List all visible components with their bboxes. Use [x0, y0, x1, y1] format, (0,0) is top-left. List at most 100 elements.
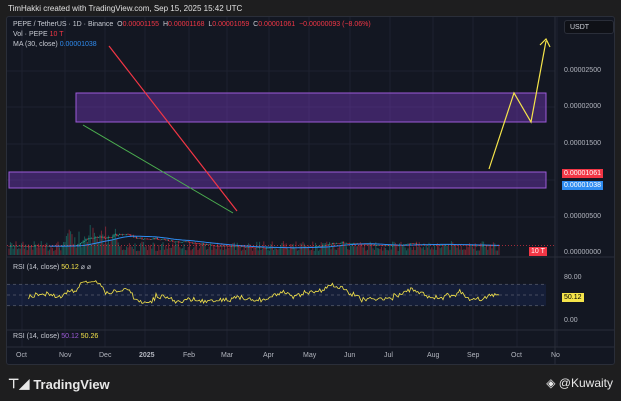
candle-body — [91, 238, 93, 239]
volume-bar — [152, 242, 154, 255]
candle-body — [385, 245, 387, 247]
candle-body — [40, 245, 42, 247]
candle-body — [372, 244, 374, 246]
candle-body — [105, 238, 107, 239]
volume-bar — [366, 249, 368, 255]
volume-bar — [8, 248, 10, 255]
candle-body — [163, 239, 165, 240]
time-tick: Aug — [427, 352, 440, 359]
candle-body — [484, 245, 486, 246]
volume-bar — [471, 246, 473, 255]
candle-body — [483, 245, 485, 247]
volume-bar — [477, 250, 479, 255]
candle-body — [481, 245, 483, 247]
volume-bar — [173, 245, 175, 255]
chart-panel[interactable]: PEPE / TetherUS · 1D · Binance O0.000011… — [6, 16, 615, 365]
volume-bar — [28, 244, 30, 255]
candle-body — [389, 245, 391, 246]
volume-bar — [78, 231, 80, 255]
candle-body — [109, 237, 111, 238]
time-tick: Oct — [511, 352, 522, 359]
volume-bar — [253, 246, 255, 255]
candle-body — [16, 246, 18, 247]
volume-bar — [274, 247, 276, 255]
candle-body — [474, 245, 476, 247]
candle-body — [365, 244, 367, 246]
volume-bar — [147, 250, 149, 255]
volume-bar — [183, 244, 185, 255]
ma-value: 0.00001038 — [59, 41, 97, 48]
candle-body — [266, 248, 268, 249]
brand-text: TradingView — [33, 376, 110, 392]
volume-bar — [417, 246, 419, 255]
volume-bar — [397, 250, 399, 255]
candle-body — [180, 242, 182, 243]
arrow-head-icon — [539, 37, 551, 48]
volume-bar — [341, 241, 343, 255]
candle-body — [196, 243, 198, 244]
volume-bar — [60, 250, 62, 255]
volume-bar — [170, 247, 172, 255]
volume-bar — [54, 249, 56, 255]
volume-bar — [256, 241, 258, 255]
volume-bar — [77, 243, 79, 255]
candle-body — [120, 234, 122, 235]
volume-bar — [289, 244, 291, 255]
volume-bar — [387, 250, 389, 255]
candle-body — [309, 246, 311, 248]
volume-bar — [466, 246, 468, 255]
volume-bar — [301, 243, 303, 255]
volume-bar — [240, 250, 242, 255]
candle-body — [303, 246, 305, 248]
candle-body — [371, 244, 373, 246]
volume-bar — [386, 249, 388, 255]
volume-bar — [474, 243, 476, 255]
candle-body — [320, 246, 322, 247]
volume-bar — [359, 242, 361, 255]
chart-canvas[interactable] — [7, 17, 615, 365]
volume-bar — [494, 243, 496, 255]
volume-bar — [396, 244, 398, 255]
candle-body — [326, 245, 328, 246]
candle-body — [33, 246, 35, 247]
candle-body — [114, 234, 116, 235]
volume-bar — [12, 248, 14, 255]
volume-bar — [287, 248, 289, 255]
candle-body — [151, 239, 153, 240]
candle-body — [128, 234, 130, 236]
symbol-label[interactable]: PEPE / TetherUS · 1D · Binance — [13, 21, 114, 28]
volume-bar — [26, 250, 28, 255]
candle-body — [239, 246, 241, 248]
volume-bar — [344, 243, 346, 255]
candle-body — [236, 246, 238, 247]
volume-bar — [457, 243, 459, 255]
volume-bar — [123, 249, 125, 255]
volume-bar — [124, 249, 126, 255]
rsi2-label: RSI (14, close) — [13, 333, 60, 340]
volume-bar — [365, 250, 367, 255]
price-tick: 0.00002500 — [564, 67, 601, 74]
candle-body — [170, 240, 172, 242]
candle-body — [89, 238, 91, 239]
volume-bar — [351, 243, 353, 255]
volume-bar — [222, 250, 224, 255]
candle-body — [347, 243, 349, 244]
volume-bar — [72, 243, 74, 255]
o-label: O — [117, 21, 123, 28]
vol-label: Vol · PEPE — [13, 31, 48, 38]
candle-body — [186, 241, 188, 243]
volume-bar — [137, 250, 139, 255]
volume-bar — [35, 244, 37, 255]
volume-bar — [98, 242, 100, 255]
visibility-icon[interactable]: ⌀ ⌀ — [80, 264, 92, 271]
candle-body — [201, 243, 203, 245]
candle-body — [14, 245, 16, 247]
candle-body — [46, 245, 48, 247]
currency-selector[interactable]: USDT — [564, 20, 614, 34]
candle-body — [413, 243, 415, 245]
volume-bar — [18, 248, 20, 255]
volume-bar — [232, 243, 234, 255]
volume-bar — [154, 243, 156, 255]
candle-body — [203, 243, 205, 245]
time-tick: Jul — [384, 352, 393, 359]
